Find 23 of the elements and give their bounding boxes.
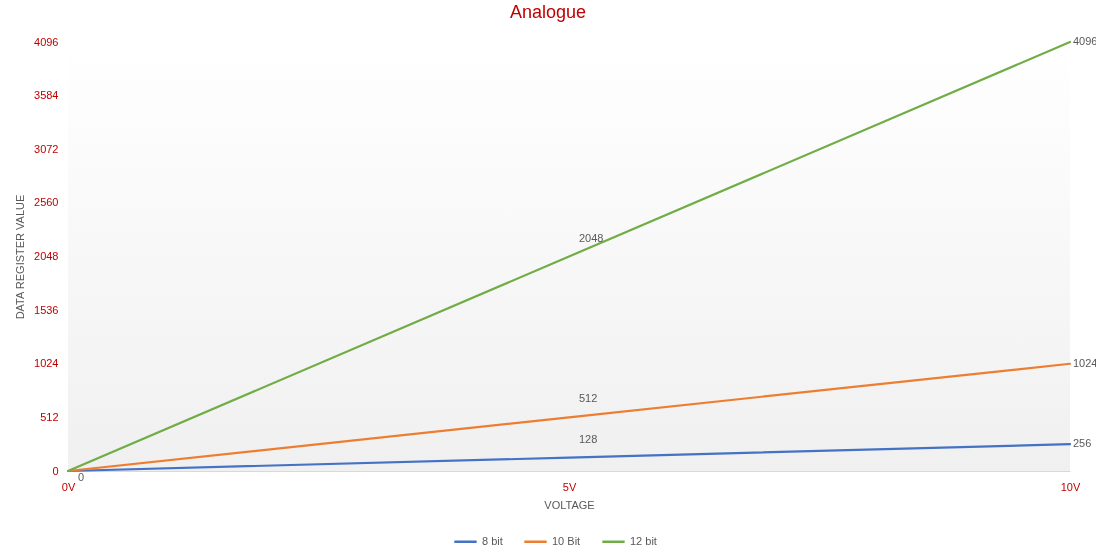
data-label: 128 xyxy=(579,432,598,445)
y-tick-label: 1024 xyxy=(34,357,59,370)
x-tick-label: 10V xyxy=(1060,480,1081,493)
y-tick-label: 4096 xyxy=(34,35,59,48)
y-tick-label: 512 xyxy=(40,410,59,423)
data-label: 0 xyxy=(78,471,85,483)
x-tick-label: 0V xyxy=(61,480,76,493)
x-axis-title: VOLTAGE xyxy=(544,498,595,511)
data-label: 2048 xyxy=(579,231,604,244)
chart-title: Analogue xyxy=(509,2,587,22)
y-axis-title: DATA REGISTER VALUE xyxy=(13,194,26,320)
legend-label: 12 bit xyxy=(630,534,657,547)
y-tick-label: 3072 xyxy=(34,142,59,155)
data-label: 256 xyxy=(1073,437,1092,450)
y-tick-label: 0 xyxy=(52,464,59,477)
legend-label: 10 Bit xyxy=(552,534,581,547)
y-tick-label: 3584 xyxy=(34,89,59,102)
y-tick-label: 2048 xyxy=(34,250,59,262)
legend-label: 8 bit xyxy=(482,534,503,547)
y-tick-label: 2560 xyxy=(34,196,59,209)
y-tick-label: 1536 xyxy=(34,303,59,316)
x-tick-label: 5V xyxy=(562,480,577,493)
data-label: 512 xyxy=(579,392,598,405)
